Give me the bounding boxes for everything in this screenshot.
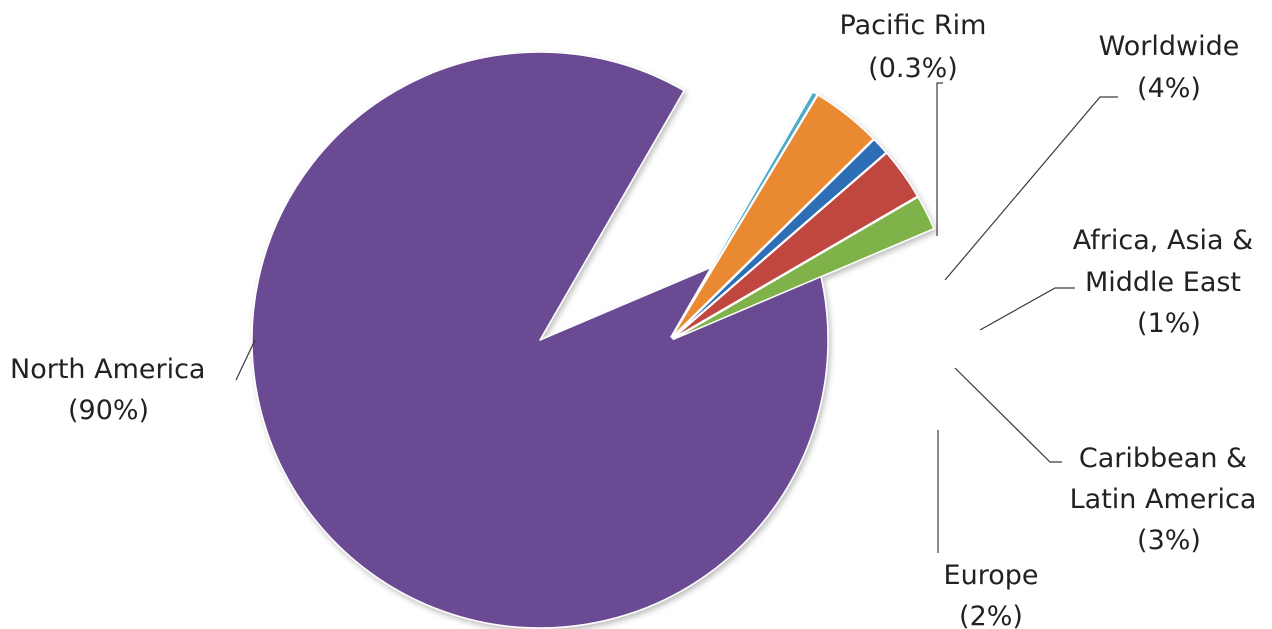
leader-line-africa-asia-and-middle-east [979, 287, 1075, 331]
pie-slices [251, 51, 935, 629]
slice-name-label: North America [10, 354, 205, 385]
slice-name-label: Worldwide [1099, 31, 1240, 62]
pie-slice-north-america [251, 51, 829, 629]
slice-name-label: Africa, Asia & [1073, 225, 1253, 256]
pie-slice-worldwide [670, 94, 875, 339]
slice-name-label: Middle East [1085, 267, 1241, 298]
pie-slice-caribbean-and-latin-america [672, 152, 919, 340]
leader-lines [235, 82, 1118, 553]
slice-percent-label: (1%) [1137, 308, 1201, 339]
slice-label-europe: Europe (2%) [944, 560, 1039, 629]
leader-line-caribbean-and-latin-america [954, 367, 1062, 463]
pie-slice-africa-asia-and-middle-east [671, 138, 887, 339]
pie-slice-europe [672, 196, 935, 341]
slice-percent-label: (90%) [68, 395, 149, 426]
leader-line-north-america [235, 339, 256, 381]
slice-name-label: Europe [944, 560, 1039, 591]
leader-line-worldwide [944, 96, 1118, 281]
slice-label-worldwide: Worldwide (4%) [1099, 31, 1240, 104]
slice-name-label: Caribbean & [1079, 443, 1247, 474]
pie-slice-pacific-rim [670, 91, 819, 338]
slice-percent-label: (3%) [1137, 525, 1201, 556]
slice-name-label: Latin America [1070, 484, 1257, 515]
slice-label-pacific-rim: Pacific Rim (0.3%) [840, 10, 987, 84]
leader-line-pacific-rim [936, 82, 943, 236]
slice-percent-label: (0.3%) [868, 53, 958, 84]
slice-percent-label: (2%) [959, 601, 1023, 629]
slice-labels: North America (90%) Pacific Rim (0.3%) World… [10, 10, 1256, 629]
slice-percent-label: (4%) [1137, 73, 1201, 104]
slice-label-africa-asia-and-middle-east: Africa, Asia & Middle East (1%) [1073, 225, 1253, 339]
slice-label-caribbean-and-latin-america: Caribbean & Latin America (3%) [1070, 443, 1257, 556]
slice-name-label: Pacific Rim [840, 10, 987, 41]
slice-label-north-america: North America (90%) [10, 354, 205, 426]
